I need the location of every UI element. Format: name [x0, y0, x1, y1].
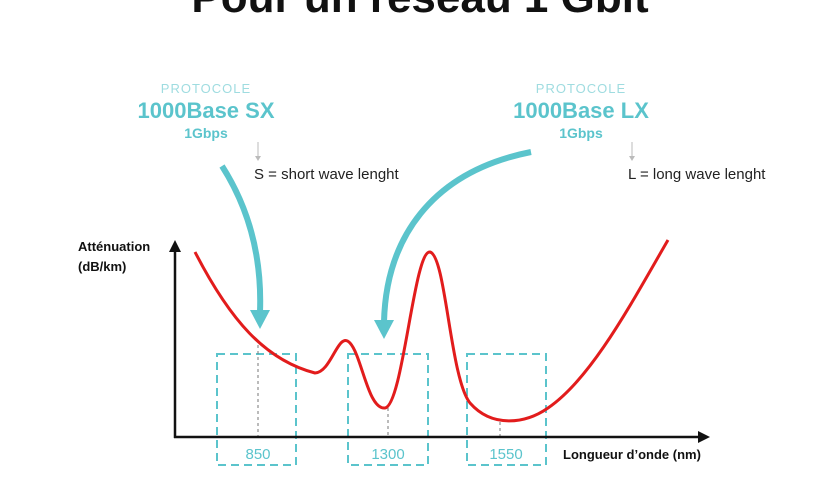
protocol-name: 1000Base LX [513, 98, 649, 123]
pointer-head [629, 156, 635, 161]
x-axis-label: Longueur d’onde (nm) [563, 447, 701, 462]
protocol-note: L = long wave lenght [628, 166, 766, 183]
arrow [381, 149, 532, 323]
arrow [219, 164, 264, 313]
protocol-speed: 1Gbps [559, 125, 603, 141]
protocol-note: S = short wave lenght [254, 166, 400, 183]
arrow-head [374, 320, 394, 339]
window-box [347, 353, 429, 466]
guides [257, 345, 501, 436]
protocol-name: 1000Base SX [138, 98, 275, 123]
window-label: 1300 [371, 446, 404, 463]
y-axis-label: Atténuation [78, 239, 150, 254]
pointer-head [255, 156, 261, 161]
arrow-head [250, 310, 270, 329]
title: Pour un réseau 1 Gbit [191, 0, 649, 22]
protocol-speed: 1Gbps [184, 125, 228, 141]
protocol-caption: PROTOCOLE [536, 81, 626, 96]
protocol-caption: PROTOCOLE [161, 81, 251, 96]
x-axis-arrow [698, 431, 710, 443]
y-axis-arrow [169, 240, 181, 252]
window-label: 850 [245, 446, 270, 463]
y-axis-label: (dB/km) [78, 259, 126, 274]
window-label: 1550 [489, 446, 522, 463]
window-box [216, 353, 297, 466]
attenuation-curve [193, 239, 670, 423]
